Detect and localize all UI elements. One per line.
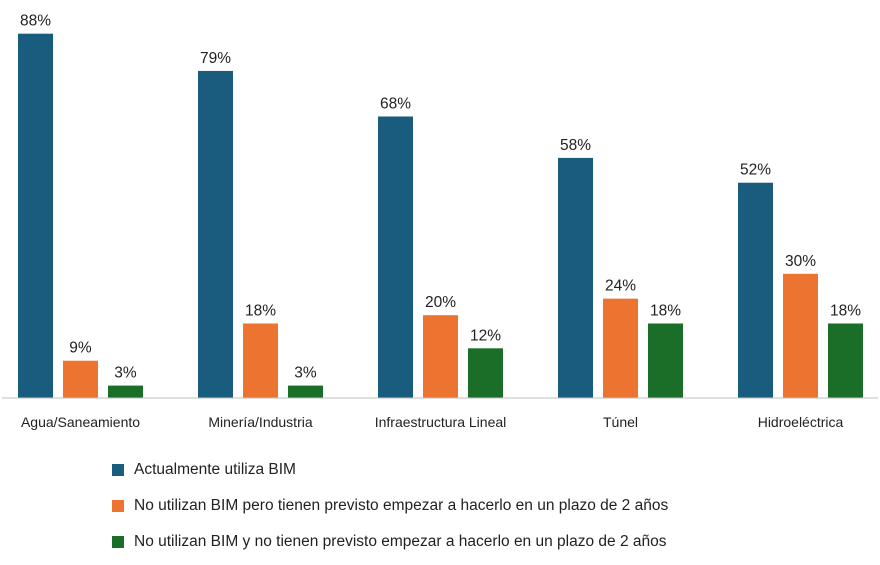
value-label-s1-5: 52%	[740, 162, 771, 179]
value-label-s1-2: 79%	[200, 50, 231, 67]
legend-swatch-series-2	[112, 500, 124, 512]
value-labels-group: 88% 9% 3% 79% 18% 3% 68% 20% 12% 58% 24% 18% 52% 30% 1…	[20, 13, 861, 382]
value-label-s2-4: 24%	[605, 278, 636, 295]
bar-s3-5	[828, 323, 863, 398]
bar-s3-4	[648, 323, 683, 398]
bars-group	[18, 33, 863, 399]
bar-s1-5	[738, 182, 773, 398]
value-label-s1-1: 88%	[20, 13, 51, 30]
bar-s1-1	[18, 33, 53, 399]
value-label-s1-3: 68%	[380, 95, 411, 112]
category-labels-group: Agua/Saneamiento Minería/Industria Infraes…	[21, 414, 844, 430]
value-label-s2-1: 9%	[69, 340, 92, 357]
value-label-s3-5: 18%	[830, 302, 861, 319]
legend-item: Actualmente utiliza BIM	[112, 452, 668, 488]
bar-s2-1	[63, 360, 98, 398]
bar-s2-5	[783, 273, 818, 398]
bar-s3-2	[288, 385, 323, 398]
bar-chart: 88% 9% 3% 79% 18% 3% 68% 20% 12% 58% 24% 18% 52% 30% 1…	[2, 13, 878, 430]
value-label-s2-2: 18%	[245, 302, 276, 319]
category-label-4: Túnel	[603, 414, 638, 430]
bar-s3-1	[108, 385, 143, 398]
bar-s2-4	[603, 298, 638, 398]
category-label-5: Hidroeléctrica	[758, 414, 844, 430]
value-label-s2-3: 20%	[425, 294, 456, 311]
value-label-s2-5: 30%	[785, 253, 816, 270]
category-label-2: Minería/Industria	[208, 414, 312, 430]
bar-s1-4	[558, 157, 593, 398]
bar-s1-2	[198, 70, 233, 398]
value-label-s3-2: 3%	[294, 365, 317, 382]
legend-swatch-series-1	[112, 464, 124, 476]
legend-label-series-2: No utilizan BIM pero tienen previsto emp…	[134, 497, 669, 514]
value-label-s1-4: 58%	[560, 137, 591, 154]
bar-s2-2	[243, 323, 278, 398]
bar-s3-3	[468, 348, 503, 398]
legend-item: No utilizan BIM y no tienen previsto emp…	[112, 524, 668, 560]
bar-s1-3	[378, 116, 413, 398]
legend: Actualmente utiliza BIM No utilizan BIM …	[112, 452, 668, 560]
legend-label-series-3: No utilizan BIM y no tienen previsto emp…	[134, 533, 667, 550]
category-label-1: Agua/Saneamiento	[21, 414, 140, 430]
legend-label-series-1: Actualmente utiliza BIM	[134, 461, 296, 478]
legend-item: No utilizan BIM pero tienen previsto emp…	[112, 488, 668, 524]
value-label-s3-1: 3%	[114, 365, 137, 382]
bar-s2-3	[423, 315, 458, 398]
value-label-s3-3: 12%	[470, 327, 501, 344]
value-label-s3-4: 18%	[650, 302, 681, 319]
category-label-3: Infraestructura Lineal	[375, 414, 507, 430]
legend-swatch-series-3	[112, 536, 124, 548]
